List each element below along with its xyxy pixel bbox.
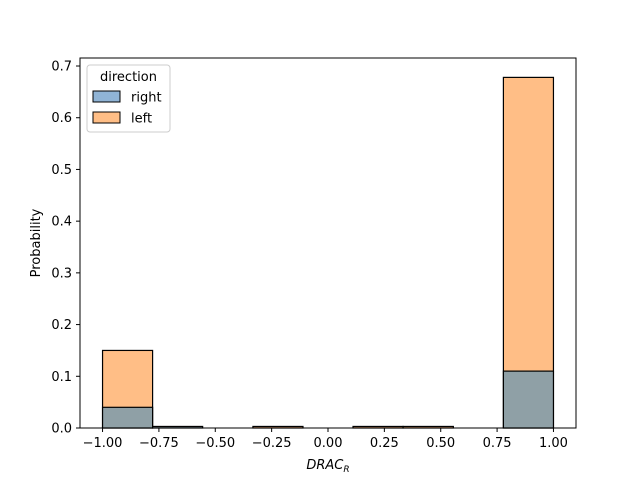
- legend-swatch-left: [92, 111, 121, 124]
- bar-right-0: [101, 406, 154, 429]
- x-tick-label: 0.75: [483, 436, 512, 451]
- y-axis-label: Probability: [29, 208, 44, 277]
- y-tick-label: 0.2: [51, 318, 72, 333]
- legend: direction right left: [86, 64, 171, 133]
- bars-series-right: [101, 370, 555, 429]
- legend-label-right: right: [131, 91, 162, 106]
- y-tick-label: 0.5: [51, 163, 72, 178]
- x-tick-label: −1.00: [83, 436, 123, 451]
- x-tick-label: −0.50: [195, 436, 235, 451]
- x-tick-label: 0.50: [426, 436, 455, 451]
- legend-swatch-right: [92, 90, 121, 103]
- x-tick-label: −0.75: [139, 436, 179, 451]
- x-tick-label: −0.25: [252, 436, 292, 451]
- x-tick-label: 0.00: [314, 436, 343, 451]
- legend-label-left: left: [131, 112, 152, 127]
- x-axis-ticks: −1.00 −0.75 −0.50 −0.25 0.00 0.25 0.50 0.75 1.00: [83, 428, 568, 451]
- y-tick-label: 0.3: [51, 266, 72, 281]
- y-tick-label: 0.6: [51, 111, 72, 126]
- x-tick-label: 0.25: [370, 436, 399, 451]
- y-axis-ticks: 0.0 0.1 0.2 0.3 0.4 0.5 0.6 0.7: [51, 60, 80, 437]
- x-tick-label: 1.00: [539, 436, 568, 451]
- y-tick-label: 0.1: [51, 370, 72, 385]
- y-tick-label: 0.7: [51, 60, 72, 75]
- x-axis-label: DRACR: [306, 458, 349, 475]
- legend-title: direction: [100, 70, 157, 85]
- y-tick-label: 0.0: [51, 422, 72, 437]
- bar-right-8: [502, 370, 555, 429]
- y-tick-label: 0.4: [51, 215, 72, 230]
